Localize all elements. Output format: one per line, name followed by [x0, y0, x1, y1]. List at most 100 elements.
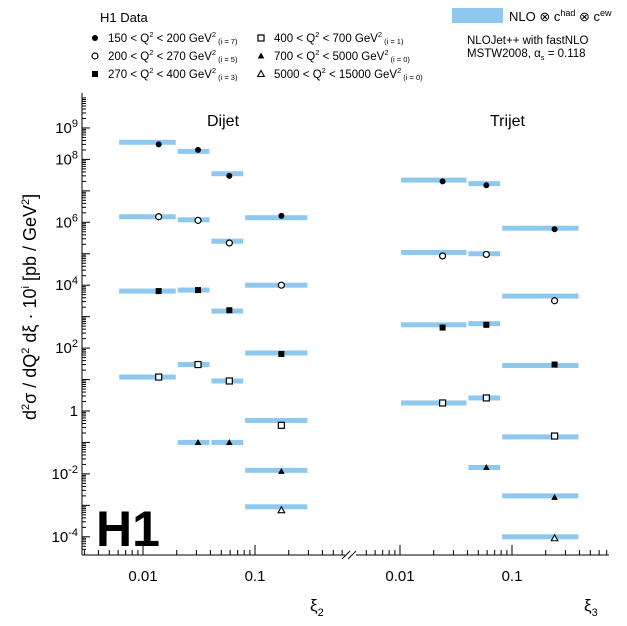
- legend-theory-line2: MSTW2008, αs = 0.118: [467, 48, 586, 62]
- y-tick-label: 1: [70, 403, 78, 420]
- data-point-filled-circle: [226, 172, 233, 179]
- theory-band: [119, 139, 176, 145]
- data-point-filled-triangle: [483, 463, 490, 470]
- theory-band: [245, 282, 308, 288]
- data-point-filled-circle: [551, 226, 558, 233]
- theory-band: [245, 504, 308, 510]
- theory-band: [177, 439, 210, 445]
- data-point-filled-triangle: [278, 467, 285, 474]
- theory-band: [119, 374, 176, 380]
- x-tick-label: 0.1: [245, 568, 266, 585]
- legend-marker-filled-triangle: [257, 52, 265, 59]
- data-point-filled-square: [439, 324, 446, 331]
- legend-entry-label: 400 < Q2 < 700 GeV2(i = 1): [274, 30, 404, 46]
- panel-title-dijet: Dijet: [207, 113, 240, 130]
- legend-entry-label: 700 < Q2 < 5000 GeV2(i = 0): [274, 48, 410, 64]
- data-point-open-circle: [438, 252, 447, 260]
- x-tick-label: 0.01: [385, 568, 414, 585]
- y-tick-label: 109: [55, 118, 78, 137]
- data-point-filled-square: [483, 321, 490, 328]
- theory-band: [245, 350, 308, 356]
- theory-band: [245, 467, 308, 473]
- data-point-open-square: [155, 373, 163, 381]
- legend-marker-open-circle: [91, 52, 99, 60]
- theory-band: [245, 215, 308, 221]
- data-point-open-circle: [550, 297, 559, 305]
- legend: H1 Data 150 < Q2 < 200 GeV2(i = 7) 200 < …: [91, 8, 612, 82]
- legend-band-swatch: [452, 8, 503, 23]
- theory-band: [502, 434, 579, 440]
- theory-band: [119, 288, 176, 294]
- axis-break-mark-1: [341, 550, 351, 560]
- theory-band: [177, 217, 210, 223]
- legend-theory-line1: NLOJet++ with fastNLO: [467, 35, 588, 47]
- legend-marker-open-triangle: [256, 69, 266, 78]
- theory-band: [502, 225, 579, 231]
- theory-band: [177, 287, 210, 293]
- data-point-filled-circle: [155, 141, 162, 148]
- x-axis-ticks: 0.01 0.1 0.01 0.1: [83, 545, 608, 585]
- data-point-filled-triangle: [226, 438, 233, 445]
- data-point-filled-triangle: [551, 493, 558, 500]
- theory-band: [502, 362, 579, 368]
- data-point-filled-circle: [483, 182, 490, 189]
- data-point-open-square: [277, 421, 285, 429]
- y-axis-ticks: 109 108 106 104 102 1 10-2 10-4: [52, 97, 90, 550]
- legend-entry-label: 5000 < Q2 < 15000 GeV2(i = 0): [274, 66, 423, 82]
- h1-logo: H1: [96, 501, 160, 557]
- axis-break-mark-2: [347, 550, 357, 560]
- data-point-filled-square: [195, 287, 202, 294]
- data-point-open-circle: [155, 213, 163, 221]
- data-point-filled-square: [226, 307, 233, 314]
- theory-band: [502, 293, 579, 299]
- x-tick-label: 0.01: [128, 568, 157, 585]
- theory-band: [401, 322, 467, 328]
- data-markers: [155, 141, 559, 542]
- theory-band: [245, 417, 308, 423]
- theory-band: [211, 439, 244, 445]
- legend-marker-filled-square: [92, 71, 98, 77]
- theory-band: [468, 464, 501, 470]
- panel-title-trijet: Trijet: [490, 113, 526, 130]
- y-tick-label: 104: [55, 275, 78, 294]
- data-point-open-triangle: [550, 533, 559, 542]
- y-tick-label: 10-4: [52, 527, 78, 546]
- y-tick-label: 102: [55, 338, 78, 357]
- x-tick-label: 0.1: [502, 568, 523, 585]
- data-point-open-circle: [277, 281, 285, 289]
- legend-entry-label: 150 < Q2 < 200 GeV2(i = 7): [108, 30, 238, 46]
- theory-band: [502, 534, 579, 540]
- theory-band: [502, 493, 579, 499]
- data-point-open-square: [550, 432, 559, 440]
- y-tick-label: 106: [55, 212, 78, 231]
- theory-band: [177, 148, 210, 154]
- legend-entry-label: 200 < Q2 < 270 GeV2(i = 5): [108, 48, 238, 64]
- x-axis-label-dijet: ξ2: [310, 596, 324, 619]
- data-point-filled-circle: [278, 212, 285, 219]
- data-point-filled-circle: [195, 146, 202, 153]
- axes-frame: [81, 93, 609, 560]
- data-point-filled-square: [155, 288, 162, 295]
- data-point-filled-square: [551, 361, 558, 368]
- data-point-filled-triangle: [194, 438, 202, 445]
- theory-band: [119, 214, 176, 220]
- data-point-filled-circle: [439, 178, 446, 185]
- theory-band: [401, 400, 467, 406]
- theory-band: [177, 362, 210, 368]
- y-tick-label: 10-2: [52, 464, 78, 483]
- x-axis-label-trijet: ξ3: [584, 596, 598, 619]
- legend-band-label: NLO ⊗ chad ⊗ cew: [509, 8, 612, 24]
- legend-marker-filled-circle: [92, 35, 98, 41]
- y-tick-label: 108: [55, 149, 78, 168]
- legend-marker-open-square: [257, 34, 265, 42]
- data-point-open-square: [438, 399, 447, 407]
- y-axis-label: d2σ / dQ2 dξ · 10i [pb / GeV2]: [20, 194, 40, 420]
- data-point-open-square: [225, 377, 233, 385]
- data-point-open-square: [482, 394, 490, 402]
- theory-band: [401, 249, 467, 255]
- data-point-open-circle: [225, 239, 233, 247]
- legend-header: H1 Data: [100, 10, 148, 25]
- data-point-open-circle: [194, 216, 202, 224]
- legend-entry-label: 270 < Q2 < 400 GeV2(i = 3): [108, 66, 238, 82]
